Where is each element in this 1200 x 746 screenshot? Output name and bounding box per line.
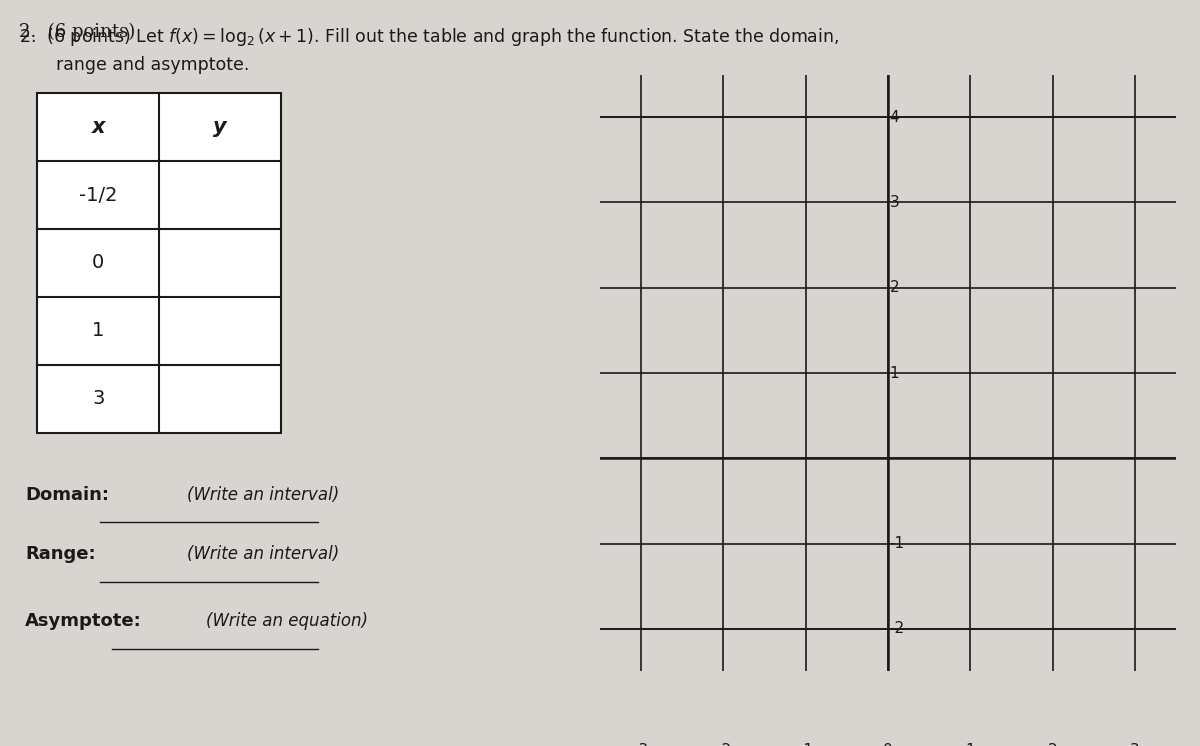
Text: (Write an equation): (Write an equation) <box>206 612 368 630</box>
Text: 1: 1 <box>889 366 899 380</box>
Text: 3: 3 <box>92 389 104 408</box>
Text: Range:: Range: <box>25 545 96 563</box>
Bar <box>37 93 281 433</box>
Text: 2: 2 <box>889 280 899 295</box>
Text: -1: -1 <box>798 743 814 746</box>
Text: -3: -3 <box>634 743 649 746</box>
Text: Asymptote:: Asymptote: <box>25 612 142 630</box>
Text: -1: -1 <box>889 536 905 551</box>
Text: 2.  (6 points) Let $f(x) = \log_2(x + 1)$. Fill out the table and graph the func: 2. (6 points) Let $f(x) = \log_2(x + 1)$… <box>19 26 839 48</box>
Text: 0: 0 <box>883 743 893 746</box>
Text: 3: 3 <box>1130 743 1140 746</box>
Text: 2: 2 <box>1048 743 1057 746</box>
Text: range and asymptote.: range and asymptote. <box>56 56 250 74</box>
Text: -2: -2 <box>716 743 731 746</box>
Text: x: x <box>91 117 106 137</box>
Text: 1: 1 <box>966 743 976 746</box>
Text: -1/2: -1/2 <box>79 186 118 204</box>
Text: 3: 3 <box>889 195 899 210</box>
Text: (Write an interval): (Write an interval) <box>187 545 340 563</box>
Text: 2.  (6 points): 2. (6 points) <box>19 22 134 40</box>
Text: -2: -2 <box>889 621 905 636</box>
Text: 1: 1 <box>92 322 104 340</box>
Text: 4: 4 <box>889 110 899 125</box>
Text: 0: 0 <box>92 254 104 272</box>
Text: (Write an interval): (Write an interval) <box>187 486 340 504</box>
Text: Domain:: Domain: <box>25 486 109 504</box>
Text: y: y <box>214 117 227 137</box>
